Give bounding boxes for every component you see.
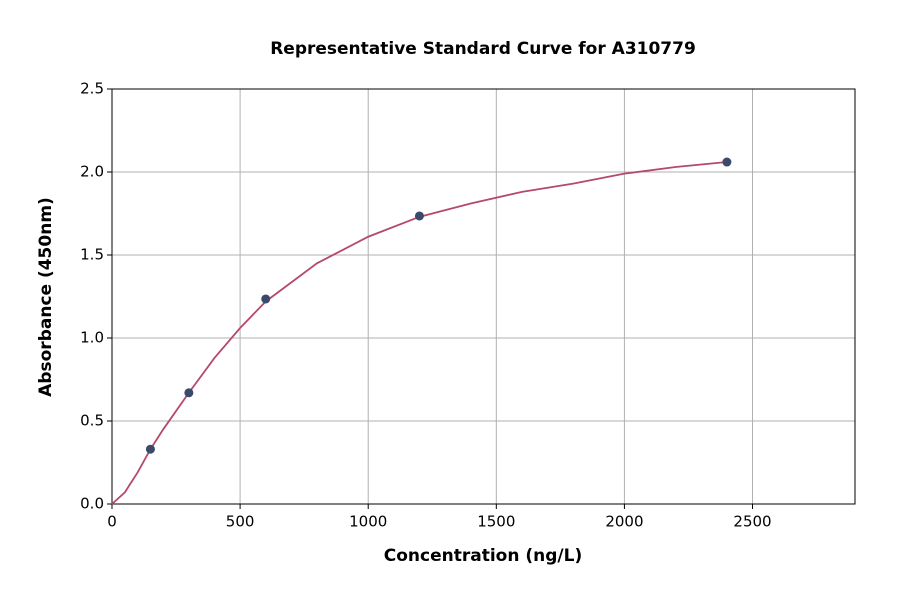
chart-title: Representative Standard Curve for A31077… [270,39,696,59]
y-tick-label: 0.5 [80,412,104,430]
data-point [722,157,732,167]
y-tick-label: 1.5 [80,246,104,264]
plot-frame [111,88,856,505]
x-tick-label: 500 [226,513,255,531]
data-point [414,211,424,221]
x-tick-label: 1000 [349,513,387,531]
x-axis-title: Concentration (ng/L) [384,546,582,566]
y-tick-label: 0.0 [80,495,104,513]
x-tick-label: 2500 [733,513,771,531]
data-point [145,444,155,454]
data-point [261,294,271,304]
y-tick-label: 2.0 [80,163,104,181]
y-axis-title: Absorbance (450nm) [36,197,56,397]
y-tick-label: 2.5 [80,80,104,98]
data-point [184,388,194,398]
x-tick-label: 2000 [605,513,643,531]
y-tick-label: 1.0 [80,329,104,347]
x-tick-label: 0 [107,513,117,531]
x-tick-label: 1500 [477,513,515,531]
